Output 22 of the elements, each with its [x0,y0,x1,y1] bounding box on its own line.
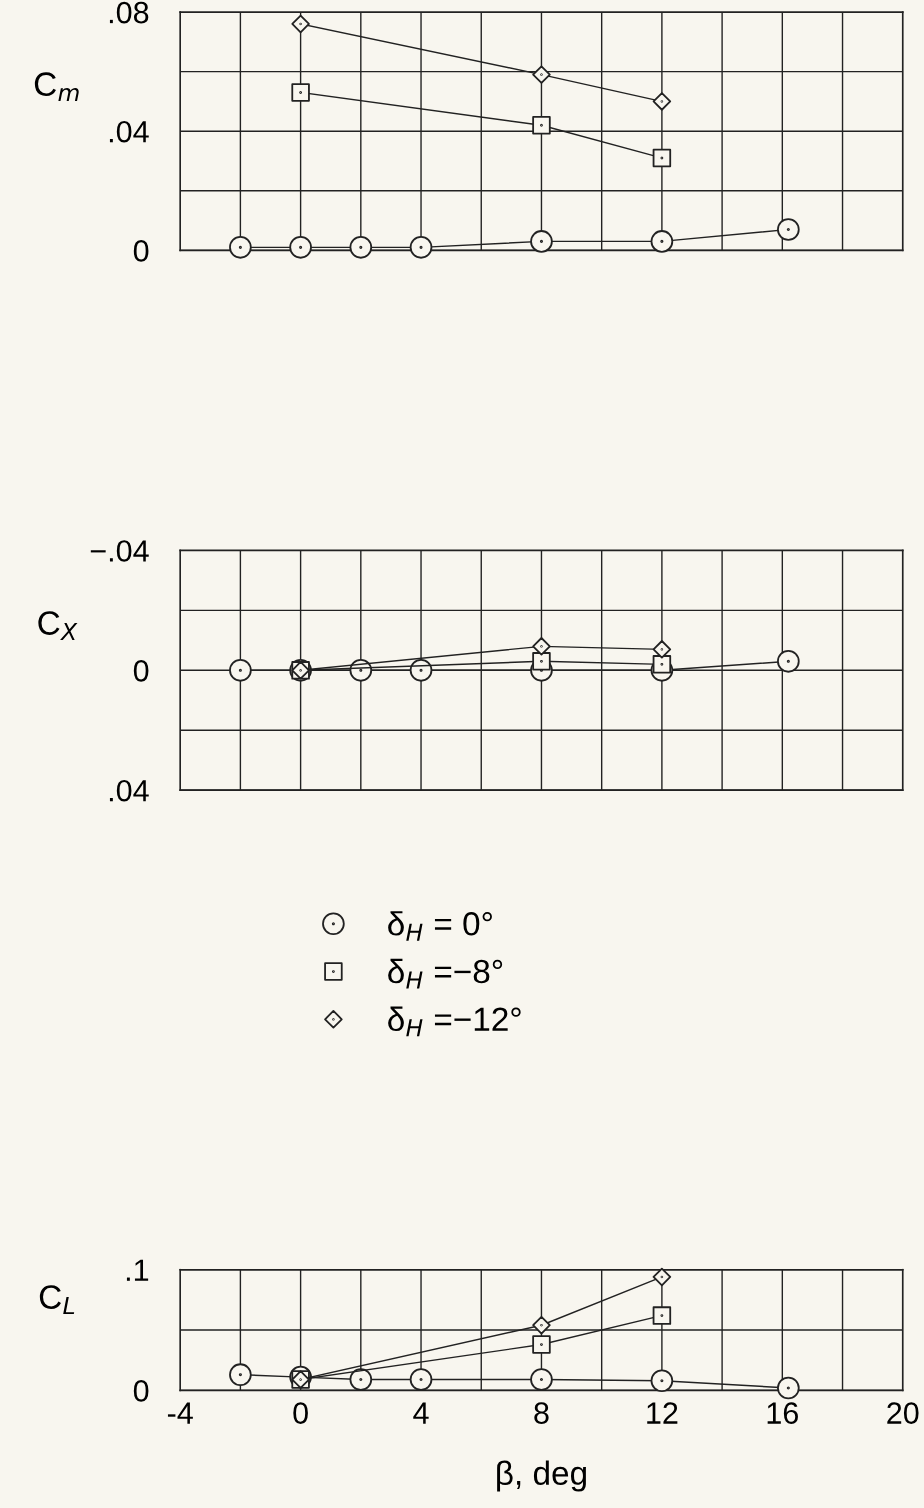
x-tick-label: 0 [293,1402,308,1424]
y-tick-label: .08 [109,1,149,24]
y-tick-label: .1 [126,1259,149,1281]
x-tick-label: 20 [887,1402,919,1424]
y-tick-label: .04 [109,779,149,802]
legend-label: δ$_{H}$ =−12° [388,1006,521,1037]
y-tick-label: .04 [109,120,149,143]
x-tick-label: 16 [767,1402,798,1424]
legend-label: δ$_{H}$ = 0° [388,911,492,941]
y-axis-title: C$_{m}$ [34,72,79,102]
x-tick-label: 4 [413,1402,429,1424]
legend-label: δ$_{H}$ =−8° [388,958,503,989]
x-tick-label: 12 [647,1402,678,1424]
y-tick-label: 0 [133,240,149,262]
y-axis-title: C$_{L}$ [39,1285,75,1315]
y-tick-label: 0 [133,660,149,682]
y-tick-label: −.04 [90,540,149,562]
y-tick-label: 0 [133,1380,149,1402]
y-axis-title: C$_{X}$ [38,611,78,641]
x-tick-label: -4 [167,1402,193,1424]
x-axis-title: β, deg [497,1460,586,1492]
x-tick-label: 8 [534,1402,549,1424]
